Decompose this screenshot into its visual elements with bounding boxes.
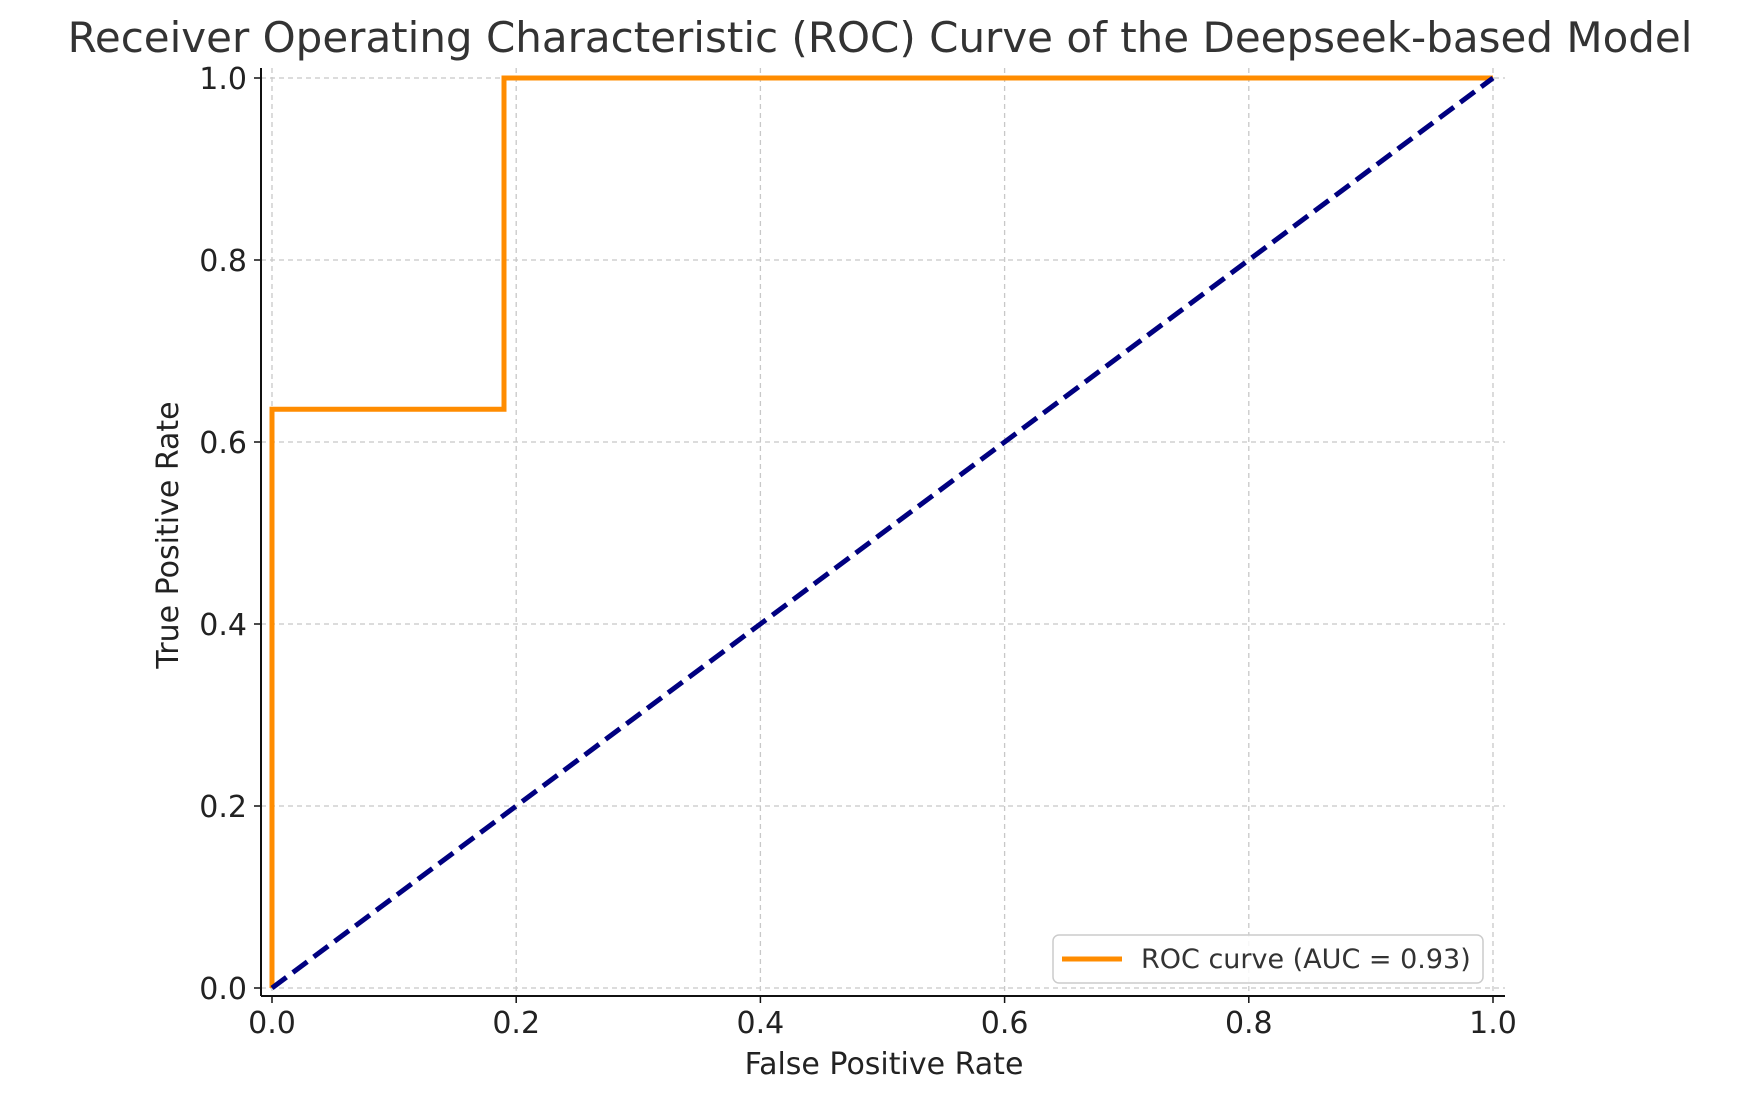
y-tick-label: 1.0 [199, 62, 247, 97]
x-tick-label: 0.6 [981, 1006, 1029, 1041]
y-tick-label: 0.2 [199, 790, 247, 825]
x-axis-ticks: 0.0 0.2 0.4 0.6 0.8 1.0 [248, 996, 1517, 1041]
x-tick-label: 0.2 [492, 1006, 540, 1041]
legend-label-roc-curve: ROC curve (AUC = 0.93) [1141, 944, 1471, 975]
x-tick-label: 0.0 [248, 1006, 296, 1041]
x-tick-label: 1.0 [1469, 1006, 1517, 1041]
y-tick-label: 0.6 [199, 426, 247, 461]
x-tick-label: 0.8 [1225, 1006, 1273, 1041]
plot-series [269, 75, 1495, 991]
y-tick-label: 0.0 [199, 972, 247, 1007]
y-axis-label: True Positive Rate [151, 401, 186, 669]
axes [260, 68, 1505, 997]
legend-box [1052, 934, 1484, 984]
chance-diagonal-line [270, 75, 1495, 991]
legend: ROC curve (AUC = 0.93) [1052, 934, 1484, 984]
x-tick-label: 0.4 [737, 1006, 785, 1041]
chart-title: Receiver Operating Characteristic (ROC) … [68, 13, 1693, 62]
x-axis-label: False Positive Rate [745, 1047, 1024, 1082]
y-axis-ticks: 0.0 0.2 0.4 0.6 0.8 1.0 [199, 62, 261, 1007]
roc-curve-line [269, 75, 1493, 988]
y-tick-label: 0.8 [199, 244, 247, 279]
y-tick-label: 0.4 [199, 608, 247, 643]
